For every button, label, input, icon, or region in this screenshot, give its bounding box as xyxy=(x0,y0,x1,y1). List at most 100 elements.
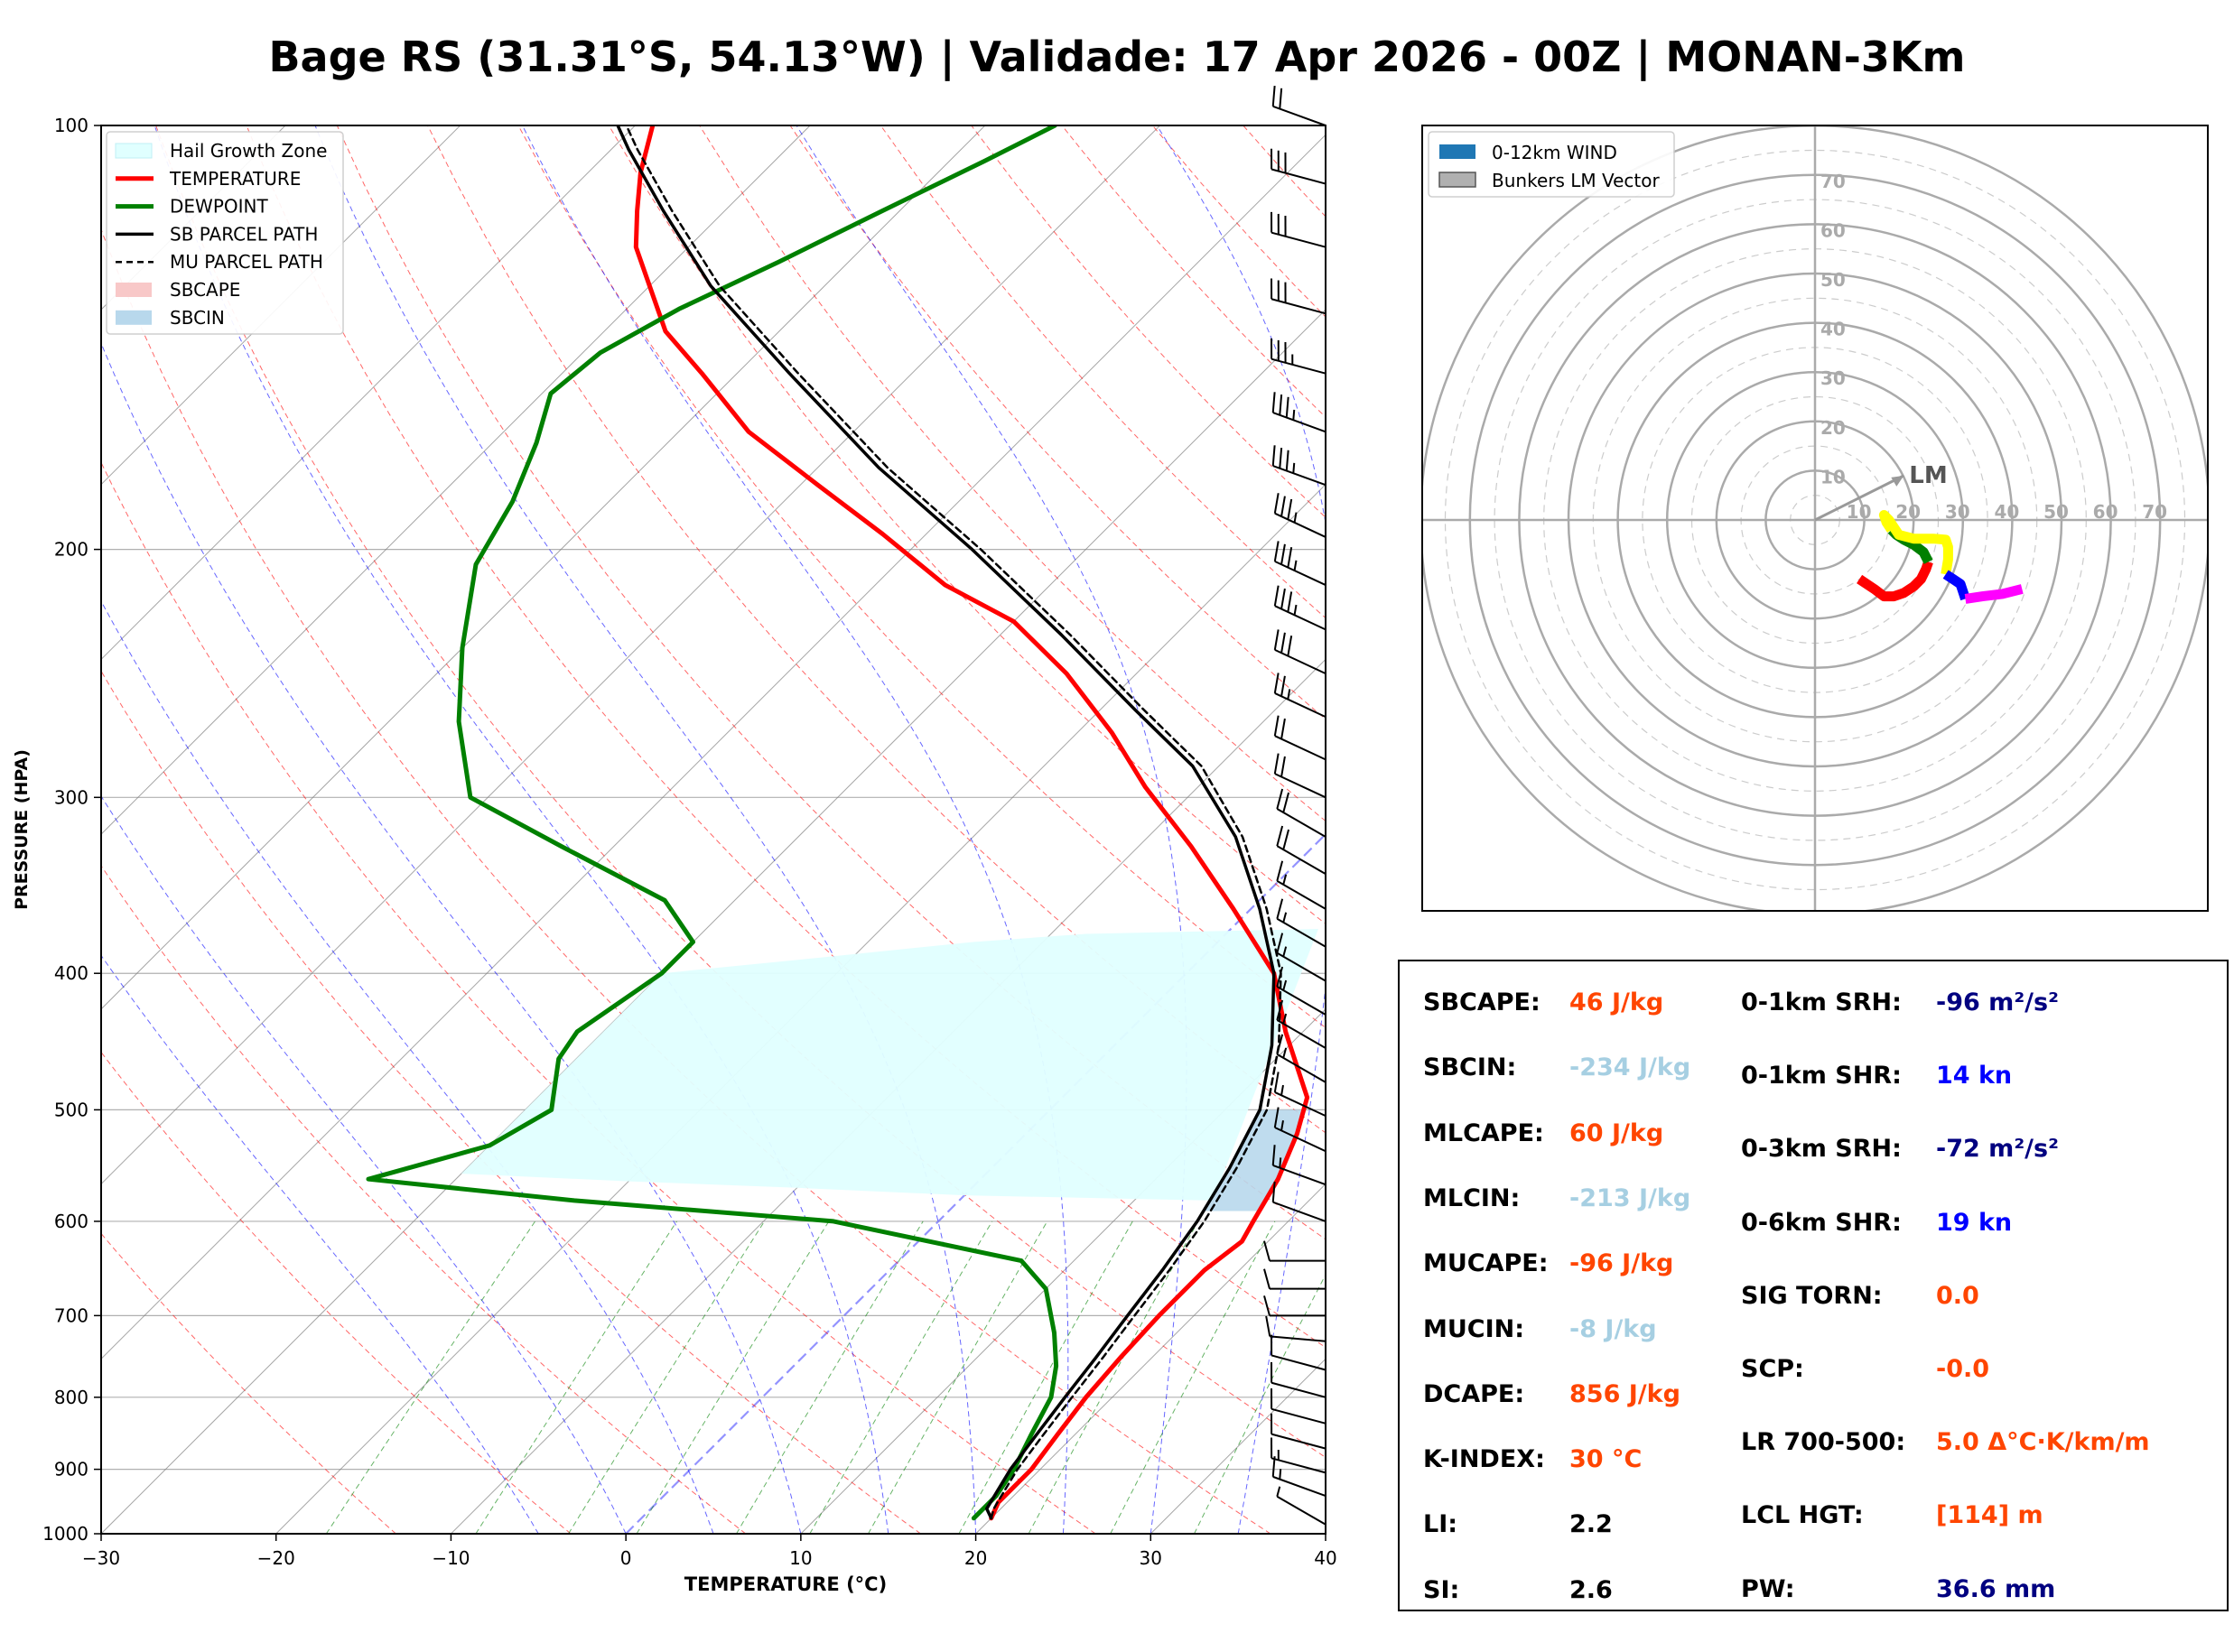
barb-flag xyxy=(1280,756,1286,777)
barb-flag xyxy=(1287,546,1293,568)
mixing-ratio-10 xyxy=(868,1220,1048,1534)
mixing-ratio-18 xyxy=(1028,1220,1199,1534)
isotherm-0 xyxy=(625,832,1326,1534)
barb-flag xyxy=(1280,588,1286,609)
index-label: MLCIN: xyxy=(1423,1183,1521,1212)
barb-flag xyxy=(1280,632,1286,654)
barb-staff xyxy=(1271,1433,1326,1450)
barb-staff xyxy=(1276,1053,1326,1083)
index-label: SBCIN: xyxy=(1423,1053,1517,1082)
y-tick-label: 200 xyxy=(54,539,88,561)
mixing-ratio-3 xyxy=(568,1220,766,1534)
dry-adiabat-320 xyxy=(155,125,1326,1458)
y-tick-label: 700 xyxy=(54,1304,88,1326)
series-temperature xyxy=(633,125,1310,1521)
isotherm--50 xyxy=(101,125,1160,1185)
y-tick-label: 300 xyxy=(54,786,88,808)
wind-barb xyxy=(1273,1107,1326,1153)
y-tick-label: 100 xyxy=(54,115,88,136)
moist-adiabat-20 xyxy=(314,125,977,1534)
barb-flag xyxy=(1280,675,1286,697)
barb-staff xyxy=(1271,231,1326,248)
barb-staff xyxy=(1274,648,1326,675)
barb-staff xyxy=(1270,1335,1326,1342)
moist-adiabat-15 xyxy=(154,125,889,1534)
wind-barb xyxy=(1276,999,1326,1049)
barb-flag xyxy=(1276,966,1284,988)
index-value: 46 J/kg xyxy=(1569,988,1664,1016)
indices-panel: SBCAPE: 46 J/kg SBCIN: -234 J/kg MLCAPE: 60 J… xyxy=(1398,960,2229,1611)
barb-staff xyxy=(1276,1019,1326,1049)
skew-t-frame xyxy=(100,125,1326,1535)
x-tick-label: −30 xyxy=(82,1547,120,1569)
wind-barb xyxy=(1273,1072,1326,1118)
index-label: MUCIN: xyxy=(1423,1314,1525,1343)
index-value: 36.6 mm xyxy=(1936,1574,2056,1603)
legend-entry: SBCIN xyxy=(170,307,225,329)
barb-staff xyxy=(1271,1457,1326,1474)
wind-barb xyxy=(1273,753,1326,799)
index-label: SBCAPE: xyxy=(1423,988,1541,1016)
dry-adiabat-360 xyxy=(517,125,1326,1029)
series-dewpoint xyxy=(366,125,1059,1521)
barb-staff xyxy=(1272,1475,1326,1498)
index-label: DCAPE: xyxy=(1423,1379,1525,1408)
barb-half-flag xyxy=(1282,912,1288,923)
barb-flag xyxy=(1276,860,1284,882)
legend-entry: TEMPERATURE xyxy=(169,168,301,190)
barb-flag xyxy=(1276,1034,1284,1055)
moist-adiabat--5 xyxy=(101,954,539,1534)
wind-barb xyxy=(1271,1387,1326,1425)
isotherm--20 xyxy=(275,484,1326,1534)
moist-adiabat-0 xyxy=(101,795,627,1534)
barb-staff xyxy=(1272,1201,1326,1222)
barb-half-flag xyxy=(1287,689,1291,700)
skew-t-grid xyxy=(101,125,1326,1534)
barb-flag xyxy=(1273,1107,1280,1128)
barb-flag xyxy=(1271,85,1276,107)
wind-barb xyxy=(1273,493,1326,538)
barb-staff xyxy=(1271,1381,1326,1398)
wind-barb xyxy=(1273,629,1326,675)
barb-staff xyxy=(1274,560,1326,586)
wind-barb xyxy=(1271,278,1326,315)
barb-staff xyxy=(1274,512,1326,538)
wind-barb xyxy=(1276,1486,1326,1526)
barb-staff xyxy=(1276,986,1326,1016)
barb-flag xyxy=(1263,1240,1271,1261)
barb-staff xyxy=(1271,168,1326,185)
index-label: 0-1km SRH: xyxy=(1741,988,1902,1016)
barb-staff xyxy=(1274,692,1326,719)
y-tick-label: 400 xyxy=(54,962,88,984)
barb-staff xyxy=(1274,1091,1326,1118)
barb-staff xyxy=(1276,879,1326,910)
mixing-ratio-24 xyxy=(1110,1220,1276,1534)
x-tick-label: 40 xyxy=(1314,1547,1336,1569)
barb-staff xyxy=(1276,917,1326,948)
wind-barb xyxy=(1271,1361,1326,1398)
mixing-ratio-2 xyxy=(475,1220,677,1534)
moist-adiabat-25 xyxy=(522,125,1069,1534)
index-label: LI: xyxy=(1423,1510,1458,1539)
wind-barb xyxy=(1276,898,1326,948)
barb-flag xyxy=(1287,591,1293,613)
wind-barb xyxy=(1271,1145,1326,1186)
moist-adiabat-10 xyxy=(101,341,802,1534)
wind-barb xyxy=(1271,1413,1326,1450)
y-tick-label: 800 xyxy=(54,1387,88,1408)
wind-barb xyxy=(1271,148,1326,185)
index-value: 0.0 xyxy=(1936,1281,1979,1310)
index-value: -96 J/kg xyxy=(1569,1249,1674,1278)
index-value: 60 J/kg xyxy=(1569,1118,1664,1147)
barb-half-flag xyxy=(1292,409,1296,421)
wind-barb xyxy=(1276,966,1326,1016)
chart-title: Bage RS (31.31°S, 54.13°W) | Validade: 1… xyxy=(268,32,1966,81)
barb-half-flag xyxy=(1280,1120,1284,1131)
legend-entry: SBCAPE xyxy=(170,279,240,301)
barb-flag xyxy=(1276,898,1284,920)
dry-adiabat-390 xyxy=(789,125,1326,720)
index-value: 19 kn xyxy=(1936,1208,2013,1237)
x-tick-label: −10 xyxy=(432,1547,470,1569)
y-tick-label: 1000 xyxy=(42,1523,88,1545)
dry-adiabat-290 xyxy=(101,670,921,1534)
